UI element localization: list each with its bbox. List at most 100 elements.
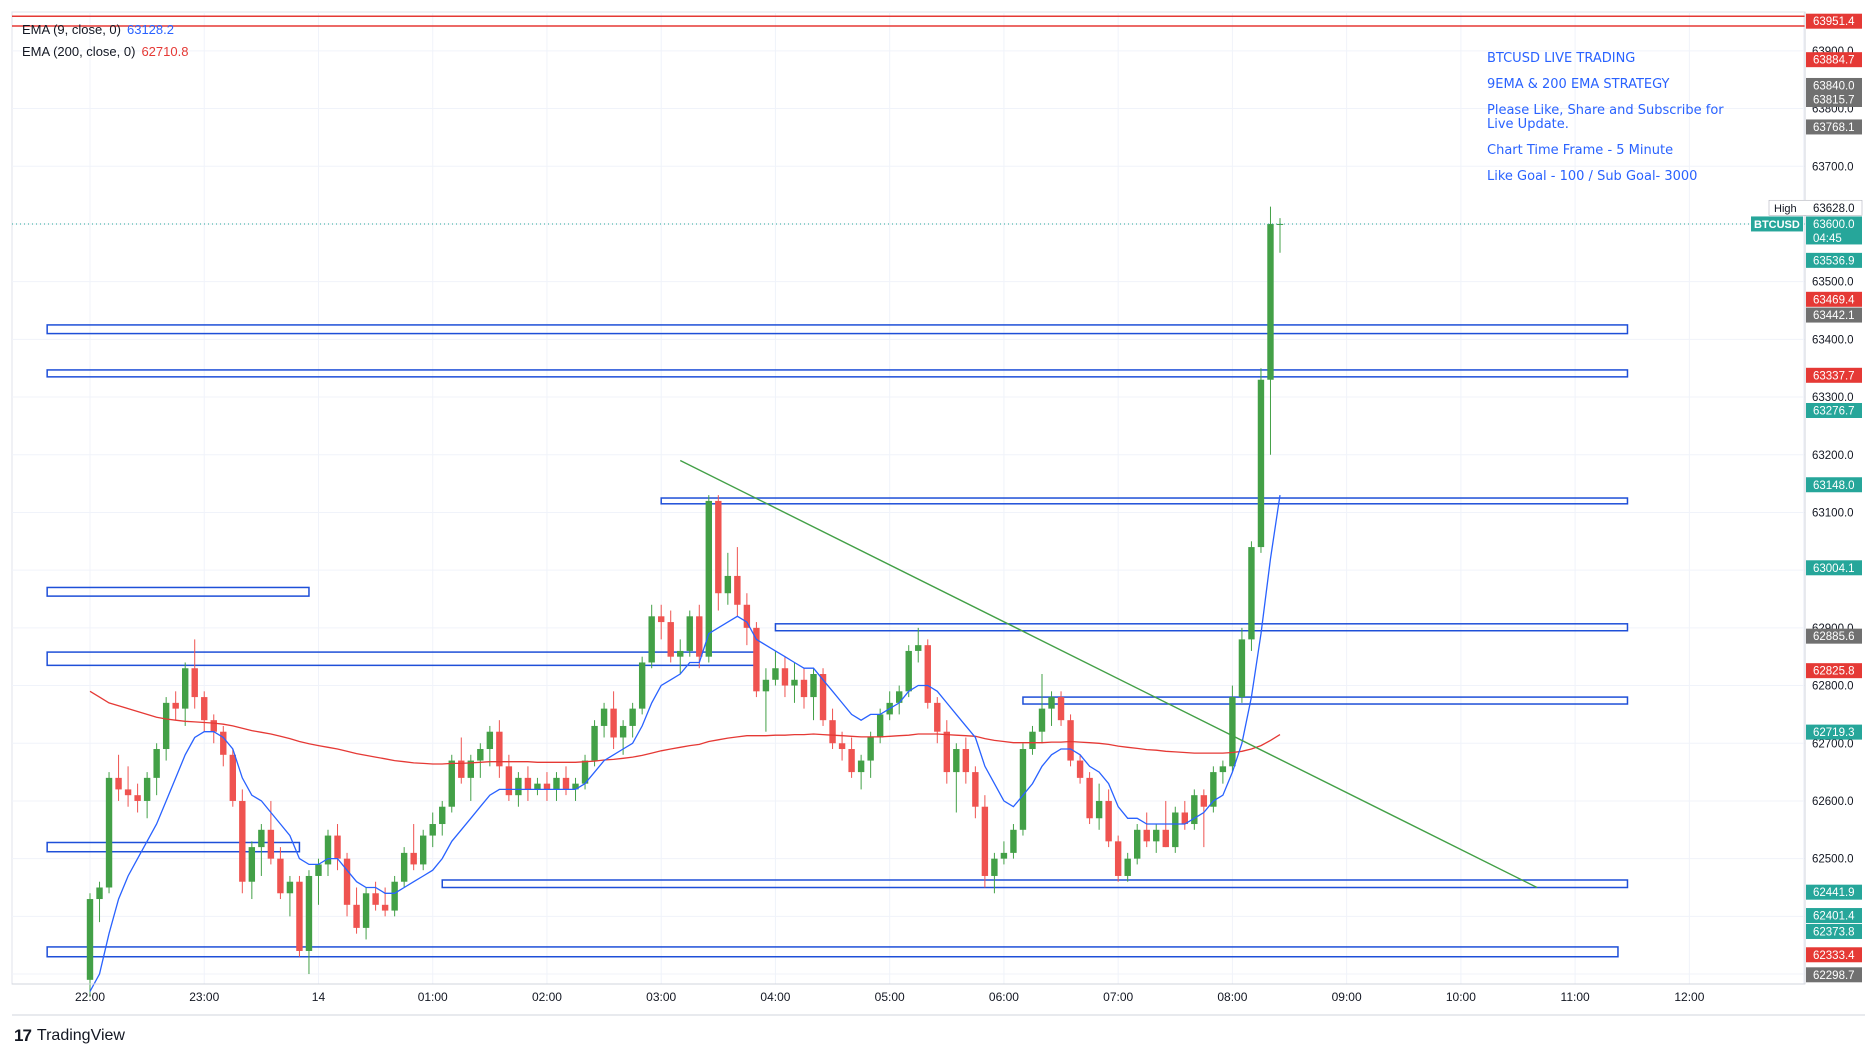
time-tick-label: 07:00: [1103, 990, 1133, 1004]
candle-body: [543, 783, 551, 790]
price-label-box: [1806, 947, 1862, 963]
price-label: 63276.7: [1813, 405, 1855, 417]
tradingview-logo-icon: 17: [14, 1026, 32, 1045]
price-zone: [441, 879, 1629, 889]
price-label: 62333.4: [1813, 950, 1855, 962]
price-label: 62298.7: [1813, 970, 1855, 982]
candle-body: [934, 702, 941, 732]
price-label: 63815.7: [1813, 94, 1855, 106]
candle-body: [772, 668, 779, 680]
candle-body: [991, 858, 998, 876]
price-label: 62885.6: [1813, 631, 1855, 643]
price-label: 63469.4: [1813, 294, 1855, 306]
candle-body: [1086, 777, 1093, 819]
ema9-legend-label: EMA (9, close, 0): [22, 22, 121, 37]
candle-body: [248, 847, 256, 882]
price-tick-label: 62500.0: [1812, 854, 1854, 866]
price-zone: [46, 841, 301, 853]
ema200-legend[interactable]: EMA (200, close, 0) 62710.8: [22, 44, 188, 59]
candle-body: [305, 875, 313, 951]
trendline: [679, 459, 1538, 889]
candle-body: [819, 674, 827, 721]
price-tick-label: 62800.0: [1812, 681, 1854, 693]
high-tag-label: High: [1774, 203, 1797, 215]
candle-body: [1210, 772, 1217, 807]
note-timeframe: Chart Time Frame - 5 Minute: [1487, 143, 1674, 158]
candle-body: [410, 852, 417, 865]
time-tick-label: 09:00: [1332, 990, 1362, 1004]
time-tick-label: 08:00: [1217, 990, 1247, 1004]
price-tick-label: 63300.0: [1812, 392, 1854, 404]
price-label: 63004.1: [1813, 563, 1855, 575]
candle-body: [505, 766, 513, 796]
candle-body: [1257, 379, 1265, 548]
candle-body: [781, 668, 789, 686]
candle-body: [848, 749, 855, 773]
candle-body: [1181, 812, 1188, 825]
candle-body: [1219, 766, 1227, 773]
tradingview-brand[interactable]: 17 TradingView: [14, 1026, 125, 1046]
candle-body: [267, 829, 275, 859]
ema9-legend[interactable]: EMA (9, close, 0) 63128.2: [22, 22, 174, 37]
candle-body: [1029, 731, 1036, 750]
price-zone: [46, 946, 1619, 958]
price-zone: [46, 586, 310, 597]
candle-body: [791, 679, 798, 686]
candle-body: [705, 500, 712, 657]
candle-body: [810, 674, 817, 698]
candle-body: [638, 662, 646, 709]
candle-body: [477, 749, 484, 761]
candle-body: [1038, 708, 1046, 732]
candle-body: [162, 702, 170, 750]
candle-body: [296, 881, 303, 951]
candle-body: [153, 749, 160, 778]
candle-body: [334, 835, 341, 859]
candle-body: [648, 616, 655, 663]
candle-body: [962, 749, 970, 773]
candle-body: [115, 777, 122, 790]
price-tick-label: 63200.0: [1812, 450, 1854, 462]
time-tick-label: 03:00: [646, 990, 676, 1004]
candle-body: [667, 622, 674, 657]
price-label: 63536.9: [1813, 255, 1855, 267]
time-tick-label: 02:00: [532, 990, 562, 1004]
candle-body: [343, 858, 351, 905]
time-tick-label: 04:00: [760, 990, 790, 1004]
price-label: 62373.8: [1813, 926, 1855, 938]
price-axis: 63900.063800.063700.063600.063500.063400…: [1751, 12, 1863, 984]
candle-body: [1067, 720, 1074, 761]
ema200-legend-value: 62710.8: [141, 44, 189, 59]
price-label-box: [1806, 967, 1862, 983]
price-label: 62719.3: [1813, 727, 1855, 739]
candle-body: [524, 777, 532, 790]
candle-body: [201, 697, 208, 721]
candle-body: [448, 760, 455, 807]
price-label-box: [1806, 560, 1862, 576]
candle-body: [105, 777, 113, 888]
price-label-box: [1806, 77, 1862, 93]
high-tag-box: [1768, 199, 1863, 216]
ema200-legend-label: EMA (200, close, 0): [22, 44, 136, 59]
price-label: 63442.1: [1813, 310, 1855, 322]
price-label-box: [1806, 402, 1862, 418]
price-label-box: [1806, 663, 1862, 679]
price-tick-label: 63100.0: [1812, 507, 1854, 519]
ema9-line: [89, 495, 1281, 992]
candle-body: [857, 760, 865, 773]
candle-body: [734, 575, 741, 605]
candle-body: [619, 725, 627, 738]
candle-body: [362, 893, 370, 928]
price-label-box: [1806, 252, 1862, 268]
candle-body: [1048, 697, 1055, 709]
price-label: 63768.1: [1813, 122, 1855, 134]
candle-body: [1095, 800, 1103, 819]
countdown-label: 04:45: [1813, 233, 1842, 245]
price-tick-label: 63700.0: [1812, 161, 1854, 173]
candle-body: [1105, 800, 1112, 842]
price-label-box: [1806, 884, 1862, 900]
price-label-box: [1806, 119, 1862, 135]
candle-body: [972, 772, 979, 807]
current-price-box: [1806, 216, 1862, 245]
price-label: 62401.4: [1813, 911, 1855, 923]
